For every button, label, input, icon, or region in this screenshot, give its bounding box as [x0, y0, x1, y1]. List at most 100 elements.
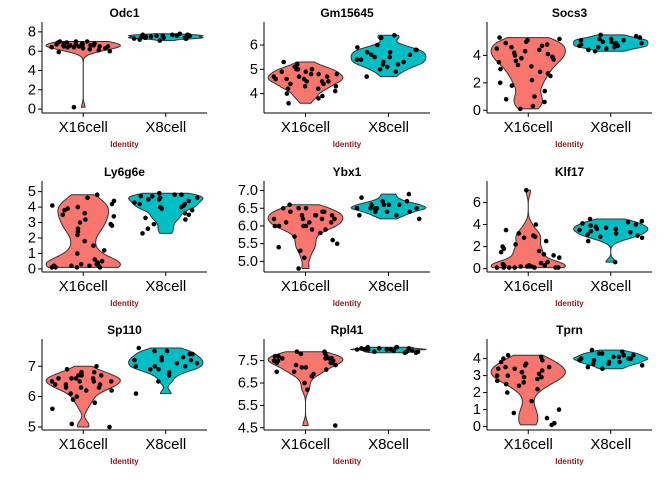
data-point-x16cell-23	[65, 45, 70, 50]
data-point-x16cell-32	[541, 252, 547, 257]
data-point-x8cell-4	[372, 54, 378, 60]
data-point-x8cell-4	[376, 346, 382, 351]
data-point-x16cell-11	[320, 93, 325, 99]
data-point-x16cell-13	[324, 367, 329, 372]
data-point-x16cell-29	[503, 364, 508, 370]
data-point-x16cell-16	[323, 351, 328, 357]
data-point-x8cell-20	[381, 59, 386, 65]
data-point-x16cell-19	[79, 41, 85, 46]
y-tick-label-1: 2	[473, 75, 481, 91]
data-point-x16cell-6	[84, 39, 90, 44]
data-point-x8cell-20	[188, 357, 194, 363]
data-point-x16cell-26	[324, 74, 330, 79]
data-point-x8cell-21	[156, 197, 162, 202]
data-point-x16cell-7	[109, 388, 114, 393]
y-tick-label-1: 5.5	[238, 398, 258, 414]
data-point-x16cell-22	[57, 39, 63, 44]
data-point-x16cell-10	[74, 394, 80, 399]
data-point-x8cell-7	[635, 233, 640, 238]
data-point-x8cell-1	[639, 40, 644, 46]
data-point-x16cell-19	[332, 88, 338, 94]
data-point-x8cell-10	[416, 216, 422, 222]
data-point-x16cell-4	[496, 60, 502, 65]
y-tick-label-2: 2	[28, 231, 36, 247]
data-point-x8cell-3	[156, 367, 161, 372]
data-point-x16cell-31	[95, 260, 101, 266]
data-point-x16cell-20	[334, 71, 340, 77]
data-point-x8cell-12	[157, 38, 163, 43]
x-axis-title: Identity	[110, 457, 139, 466]
data-point-x8cell-16	[184, 36, 189, 41]
data-point-x8cell-19	[154, 33, 159, 38]
violin-x8cell	[573, 349, 649, 370]
data-point-x16cell-19	[522, 49, 528, 54]
data-point-x8cell-8	[177, 31, 183, 37]
chart-panel-sp110: 5 6 7 X16cell X8cell Sp110 Identity	[28, 323, 207, 466]
data-point-x16cell-16	[284, 76, 289, 82]
data-point-x8cell-7	[180, 354, 186, 360]
data-point-x16cell-28	[71, 104, 77, 110]
data-point-x8cell-6	[186, 212, 192, 218]
data-point-x16cell-3	[333, 84, 339, 89]
data-point-x16cell-9	[91, 243, 96, 248]
y-tick-label-2: 4	[28, 63, 36, 79]
y-tick-label-0: 0	[28, 102, 36, 118]
x-axis-title: Identity	[333, 140, 362, 149]
data-point-x8cell-13	[368, 206, 373, 211]
data-point-x8cell-19	[407, 52, 413, 57]
data-point-x16cell-6	[303, 365, 309, 370]
x-axis-title: Identity	[555, 299, 584, 308]
data-point-x8cell-10	[588, 228, 594, 234]
data-point-x16cell-13	[498, 66, 503, 72]
violin-x16cell	[45, 194, 121, 268]
data-point-x16cell-15	[521, 380, 526, 385]
data-point-x16cell-6	[537, 69, 543, 75]
y-tick-label-1: 5.5	[238, 236, 258, 252]
data-point-x16cell-30	[539, 375, 544, 380]
data-point-x16cell-31	[313, 213, 319, 218]
data-point-x16cell-20	[80, 46, 86, 51]
data-point-x8cell-7	[359, 195, 364, 200]
data-point-x16cell-25	[495, 378, 500, 384]
data-point-x8cell-16	[578, 42, 584, 47]
data-point-x16cell-1	[546, 364, 552, 370]
data-point-x16cell-19	[516, 383, 522, 389]
data-point-x16cell-20	[556, 265, 561, 270]
data-point-x8cell-24	[151, 221, 157, 227]
data-point-x16cell-4	[296, 206, 301, 211]
data-point-x16cell-0	[494, 373, 500, 378]
data-point-x8cell-0	[354, 347, 360, 352]
data-point-x16cell-27	[281, 206, 286, 211]
data-point-x16cell-19	[551, 253, 556, 258]
data-point-x8cell-19	[148, 367, 153, 372]
y-tick-label-1: 2	[28, 82, 36, 98]
chart-panel-gm15645: 4 5 6 X16cell X8cell Gm15645 Identity	[250, 6, 430, 149]
x-tick-label-x16cell: X16cell	[504, 278, 553, 295]
panel-title: Odc1	[109, 6, 139, 20]
data-point-x16cell-13	[316, 71, 321, 77]
y-tick-label-3: 7.5	[238, 353, 258, 369]
data-point-x8cell-2	[373, 209, 378, 215]
data-point-x16cell-30	[309, 67, 315, 72]
x-tick-label-x16cell: X16cell	[59, 278, 108, 295]
data-point-x16cell-31	[519, 369, 525, 375]
data-point-x16cell-18	[97, 265, 103, 270]
data-point-x8cell-17	[598, 32, 603, 38]
data-point-x8cell-0	[354, 57, 360, 62]
data-point-x16cell-27	[512, 53, 518, 58]
data-point-x16cell-8	[64, 367, 70, 372]
data-point-x8cell-14	[358, 57, 364, 62]
chart-panel-ybx1: 5.0 5.5 6.06.5 7.0 X16cell X8cell Ybx1 Identity	[238, 165, 430, 308]
data-point-x8cell-16	[413, 47, 419, 53]
data-point-x16cell-10	[532, 94, 537, 99]
y-tick-label-2: 7	[28, 359, 36, 375]
data-point-x16cell-27	[76, 44, 82, 49]
data-point-x16cell-12	[545, 51, 551, 57]
data-point-x8cell-0	[132, 200, 137, 205]
data-point-x16cell-22	[543, 238, 549, 244]
data-point-x16cell-7	[529, 64, 534, 69]
data-point-x8cell-1	[133, 364, 138, 369]
data-point-x8cell-9	[384, 347, 390, 352]
data-point-x16cell-28	[316, 96, 321, 101]
data-point-x8cell-5	[357, 213, 362, 218]
